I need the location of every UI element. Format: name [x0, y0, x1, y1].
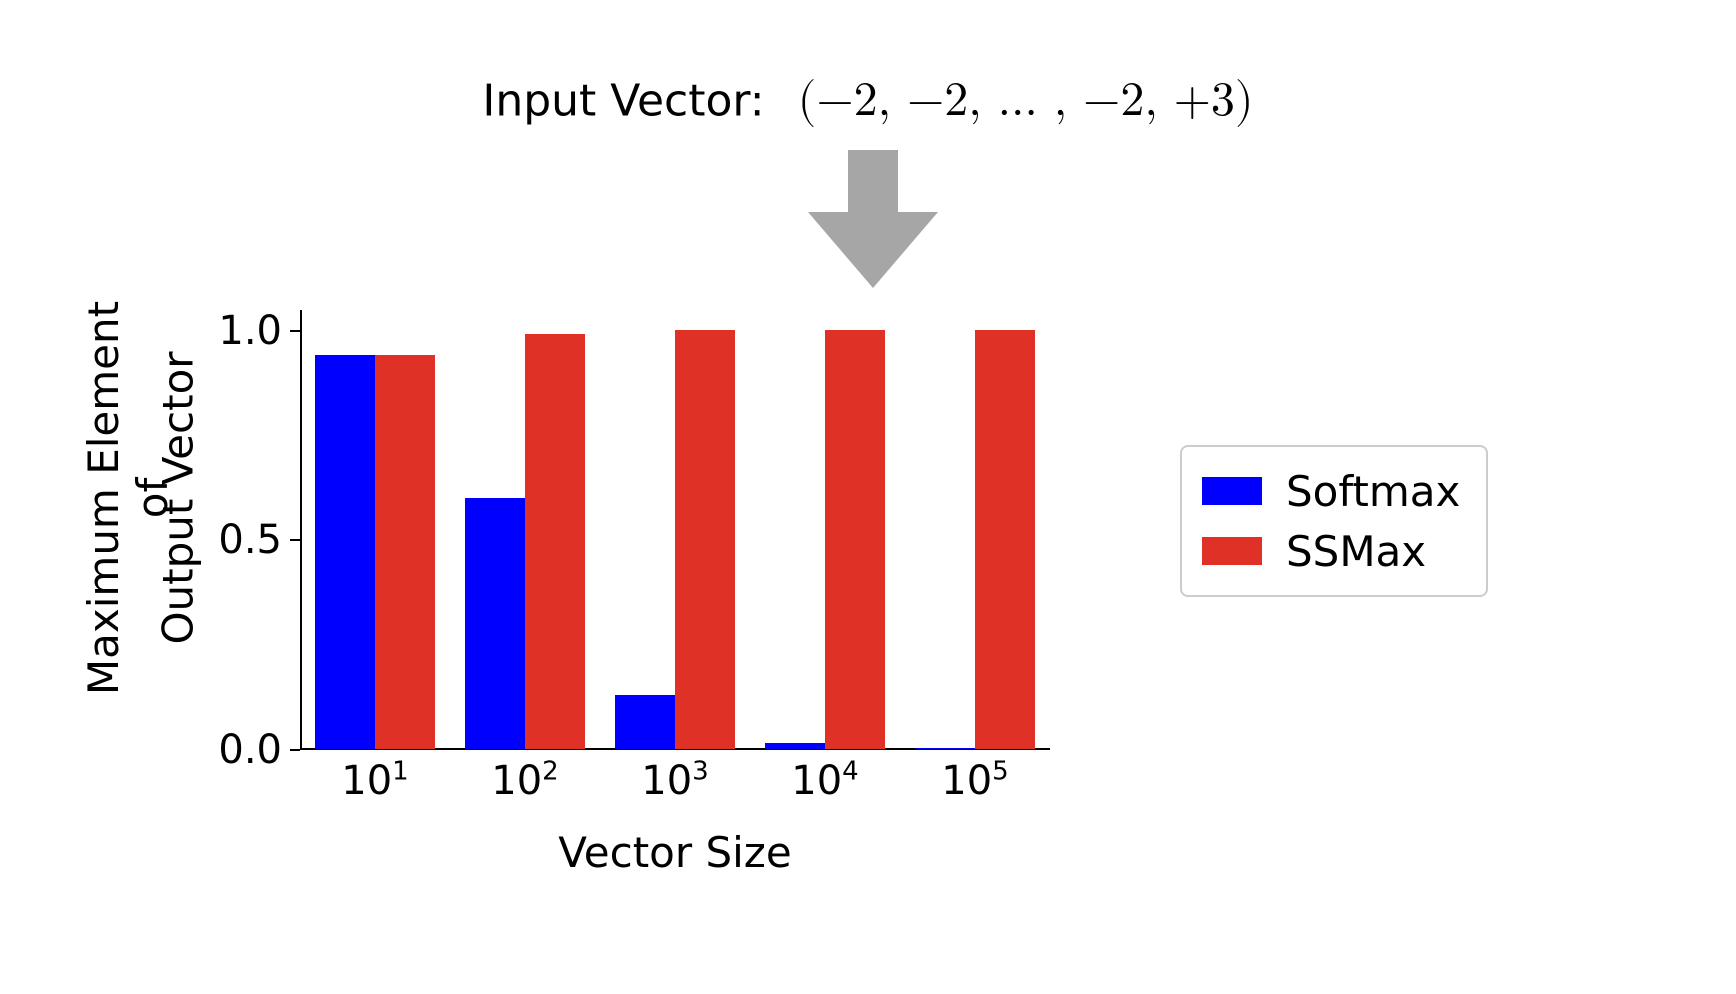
header-label: Input Vector: — [482, 76, 764, 127]
bar-softmax — [765, 743, 825, 749]
y-axis-label-line2: Output Vector — [154, 278, 203, 718]
x-tick-label: 104 — [791, 758, 858, 804]
x-tick-label: 103 — [641, 758, 708, 804]
bar-softmax — [465, 498, 525, 749]
legend-swatch — [1202, 477, 1262, 505]
x-axis-label: Vector Size — [300, 828, 1050, 877]
bar-softmax — [915, 748, 975, 749]
x-tick-label: 102 — [491, 758, 558, 804]
y-tick — [290, 330, 300, 332]
arrow-path — [808, 150, 938, 288]
y-tick — [290, 749, 300, 751]
legend-label: Softmax — [1286, 467, 1460, 516]
bar-softmax — [615, 695, 675, 749]
down-arrow-icon — [808, 150, 938, 294]
bar-chart: 0.00.51.0 101102103104105 — [300, 310, 1050, 750]
bar-ssmax — [825, 330, 885, 749]
header-math: (−2, −2, … , −2, +3) — [770, 77, 1254, 125]
x-tick-label: 105 — [941, 758, 1008, 804]
bar-ssmax — [525, 334, 585, 749]
bar-ssmax — [975, 330, 1035, 749]
legend-item: Softmax — [1202, 461, 1460, 521]
y-tick — [290, 539, 300, 541]
legend: Softmax SSMax — [1180, 445, 1488, 597]
bar-softmax — [315, 355, 375, 749]
figure-canvas: Input Vector: (−2, −2, … , −2, +3) 0.00.… — [0, 0, 1736, 994]
header-line: Input Vector: (−2, −2, … , −2, +3) — [0, 72, 1736, 130]
bar-ssmax — [675, 330, 735, 749]
y-axis-line — [300, 310, 302, 750]
legend-item: SSMax — [1202, 521, 1460, 581]
x-tick-label: 101 — [341, 758, 408, 804]
legend-swatch — [1202, 537, 1262, 565]
y-tick-label: 0.0 — [182, 727, 282, 773]
bar-ssmax — [375, 355, 435, 749]
legend-label: SSMax — [1286, 527, 1426, 576]
